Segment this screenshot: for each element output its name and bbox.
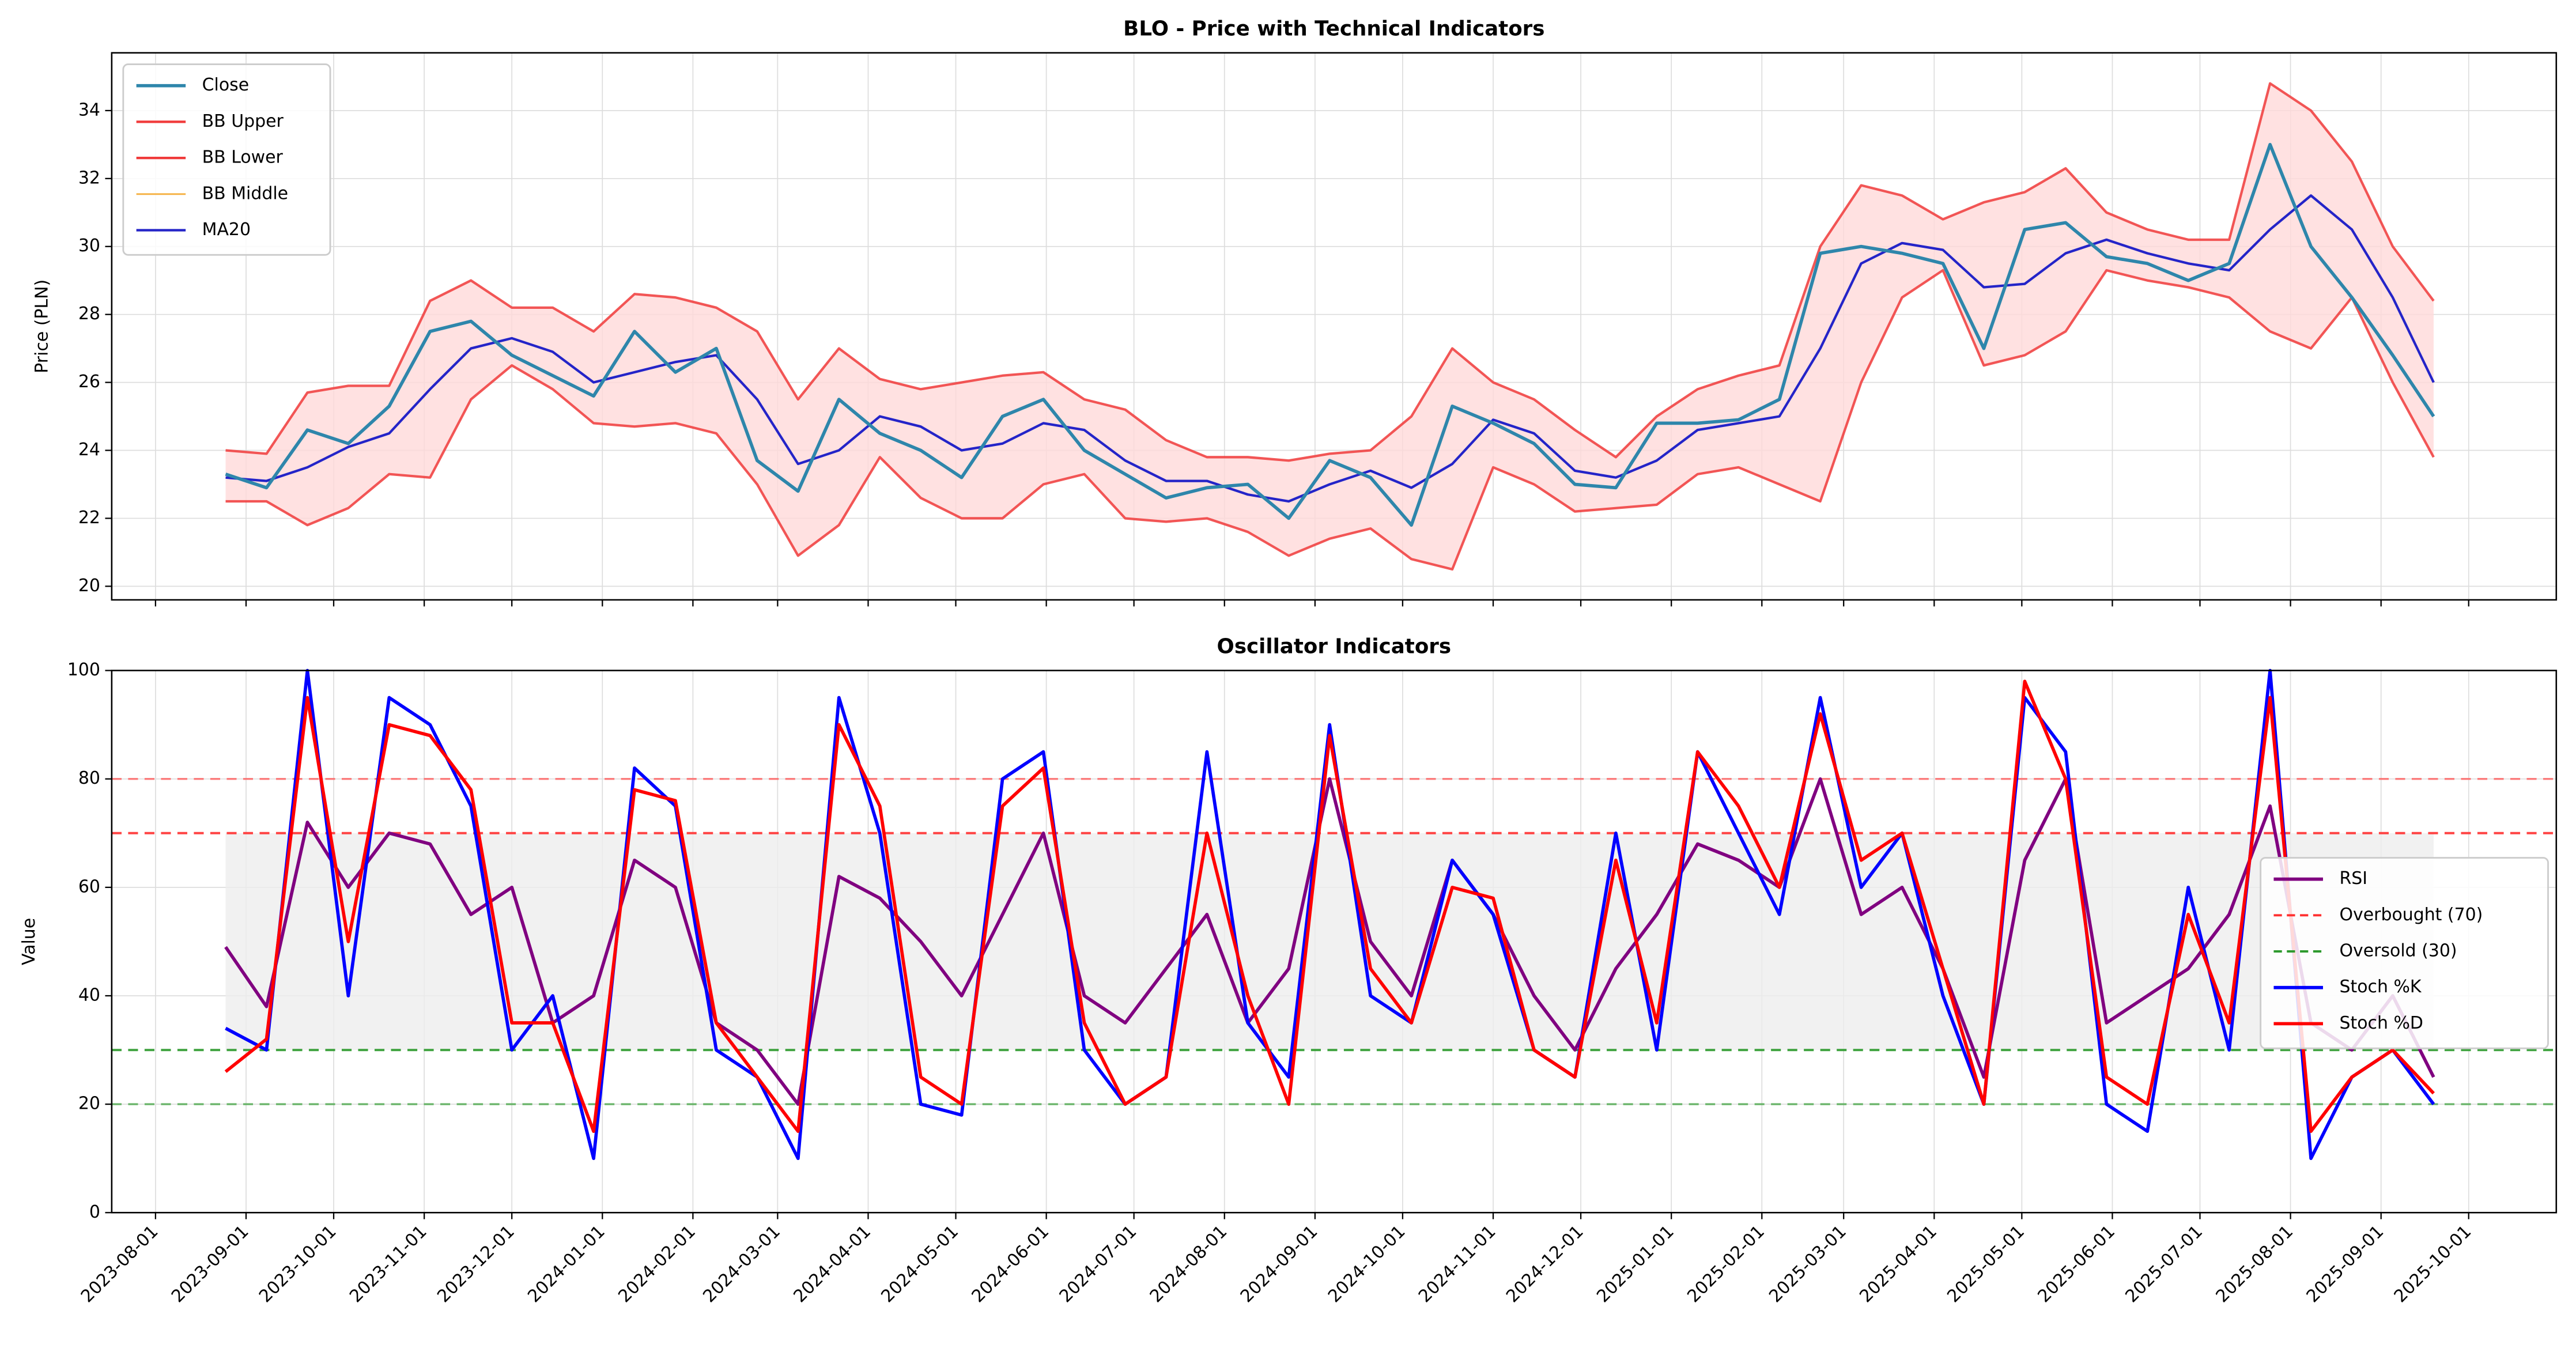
legend-label: BB Upper [202, 111, 284, 131]
legend-label: Stoch %D [2339, 1013, 2423, 1033]
legend: RSI Overbought (70) Oversold (30) Stoch %K S… [2260, 857, 2549, 1049]
panel: BLO - Price with Technical Indicators Pri… [32, 17, 2558, 607]
y-tick-label: 22 [78, 508, 100, 528]
y-tick-label: 26 [78, 372, 100, 392]
legend-box [122, 63, 331, 256]
y-tick-label: 60 [78, 876, 100, 897]
legend-label: Stoch %K [2339, 977, 2422, 997]
y-tick-label: 28 [78, 304, 100, 324]
y-tick-label: 20 [78, 1094, 100, 1114]
y-axis-label: Value [19, 918, 39, 965]
y-tick-label: 34 [78, 100, 100, 120]
series-line [225, 269, 2435, 571]
legend-label: Overbought (70) [2339, 905, 2483, 925]
legend-box [2260, 857, 2549, 1049]
band-fill [225, 83, 2434, 569]
y-tick-label: 32 [78, 168, 100, 188]
legend-label: BB Middle [202, 183, 288, 203]
legend-label: BB Lower [202, 148, 284, 168]
legend-label: RSI [2339, 868, 2367, 889]
plot-frame [111, 52, 2558, 601]
plot-frame [111, 670, 2558, 1214]
series-line [225, 143, 2435, 527]
legend-label: Oversold (30) [2339, 941, 2457, 961]
series-line [225, 194, 2435, 503]
series-line [224, 679, 2435, 1133]
y-tick-label: 30 [78, 236, 100, 256]
y-tick-label: 80 [78, 768, 100, 788]
chart-title: BLO - Price with Technical Indicators [1123, 17, 1544, 41]
legend-label: Close [202, 75, 250, 95]
series-line [225, 82, 2435, 462]
chart-title: Oscillator Indicators [1217, 635, 1452, 659]
y-tick-label: 40 [78, 985, 100, 1005]
y-tick-label: 20 [78, 576, 100, 596]
y-tick-label: 100 [67, 660, 100, 680]
legend: Close BB Upper BB Lower BB Middle MA20 [122, 63, 331, 256]
neutral-zone [225, 833, 2434, 1051]
y-tick-label: 0 [89, 1202, 100, 1222]
y-axis-label: Price (PLN) [32, 279, 52, 373]
series-line [225, 668, 2435, 1161]
legend-label: MA20 [202, 220, 251, 240]
y-tick-label: 24 [78, 440, 100, 460]
